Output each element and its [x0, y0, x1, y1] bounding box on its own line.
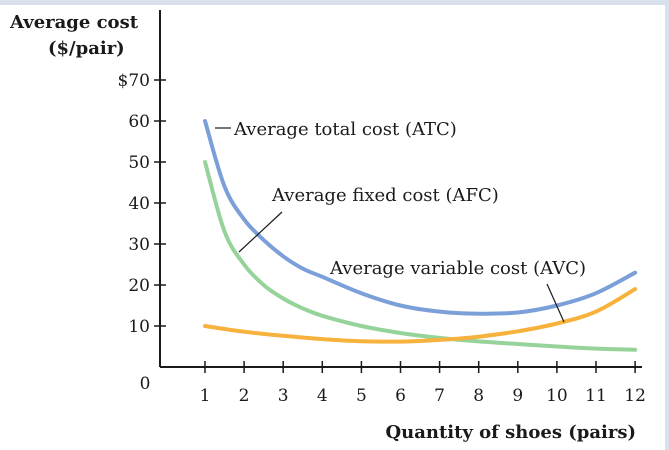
y-tick-label: 40	[128, 194, 150, 214]
avc-curve	[203, 287, 638, 344]
x-axis-title: Quantity of shoes (pairs)	[385, 422, 636, 443]
x-tick-label: 9	[512, 386, 523, 406]
series-label-atc: Average total cost (ATC)	[233, 119, 457, 140]
y-axis-title-line2: ($/pair)	[48, 38, 125, 59]
x-tick-label: 10	[546, 386, 568, 406]
x-tick-label: 11	[585, 386, 607, 406]
x-tick-label: 6	[395, 386, 406, 406]
x-tick-label: 5	[356, 386, 367, 406]
atc-curve	[203, 119, 638, 316]
series-label-afc: Average fixed cost (AFC)	[271, 185, 499, 206]
x-tick-label: 7	[434, 386, 445, 406]
y-axis-title-line1: Average cost	[9, 12, 139, 33]
y-tick-label: 30	[128, 235, 150, 255]
y-tick-label: 20	[128, 276, 150, 296]
afc-leader-line	[238, 211, 283, 253]
x-tick-label: 3	[278, 386, 289, 406]
x-tick-label: 12	[624, 386, 646, 406]
y-tick-label: 10	[128, 317, 150, 337]
x-tick-label: 8	[473, 386, 484, 406]
x-tick-label: 1	[200, 386, 211, 406]
x-tick-label: 2	[239, 386, 250, 406]
x-tick-label: 4	[317, 386, 328, 406]
y-tick-label: $70	[118, 71, 150, 91]
avc-leader-line	[546, 283, 565, 323]
series-label-avc: Average variable cost (AVC)	[329, 258, 586, 279]
top-border	[0, 0, 669, 5]
origin-label: 0	[140, 374, 151, 394]
afc-curve	[203, 160, 638, 352]
y-tick-label: 50	[128, 153, 150, 173]
right-border	[665, 0, 669, 450]
y-tick-label: 60	[128, 112, 150, 132]
